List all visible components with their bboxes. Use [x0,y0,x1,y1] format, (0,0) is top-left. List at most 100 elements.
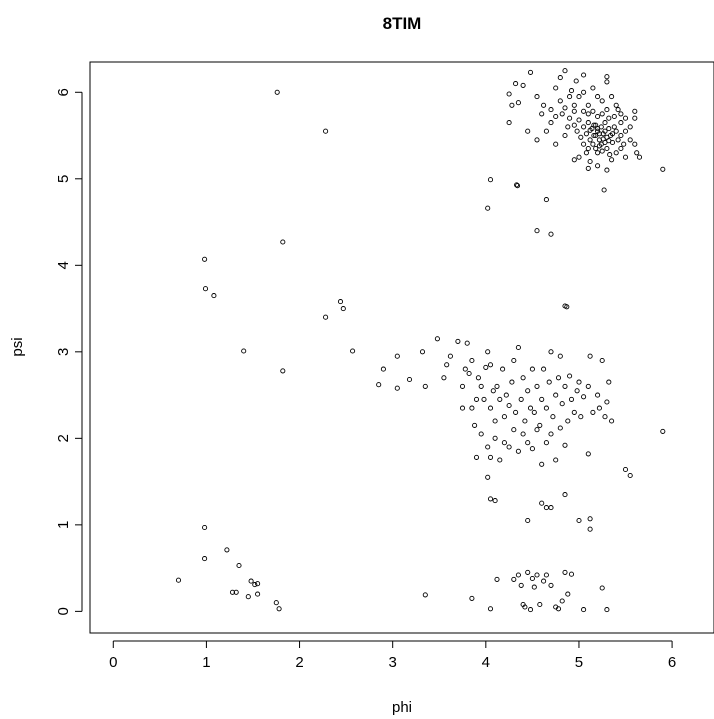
y-axis: 0 1 2 3 4 5 6 [55,88,83,616]
data-point [578,414,584,420]
data-point [444,362,450,368]
data-point [323,314,329,320]
data-point [527,69,534,75]
data-point [509,102,515,108]
data-point [447,353,453,359]
data-point [576,117,582,123]
data-point [598,141,604,147]
data-point [660,428,666,434]
data-point [548,120,554,126]
data-point [622,154,629,160]
data-point [340,306,346,312]
data-point [595,392,601,398]
data-point [553,141,559,147]
data-point [585,145,591,152]
data-point [548,231,554,237]
data-point [472,422,478,428]
data-point [497,396,503,402]
data-point [534,383,540,389]
data-point [531,584,537,590]
data-point [464,340,470,346]
data-point [462,366,468,372]
data-point [241,348,247,354]
data-point [434,336,440,342]
data-point [587,516,593,522]
data-point [604,167,610,173]
data-point [604,79,610,85]
data-point [599,111,605,117]
data-point [485,349,491,355]
data-point [591,122,597,128]
data-point [587,127,593,133]
data-point [543,572,549,578]
data-point [595,94,601,100]
data-point [585,111,591,117]
data-point [567,373,573,379]
data-point [585,102,591,108]
data-point [515,448,521,454]
data-point [618,120,624,126]
data-point [539,461,545,467]
data-point [609,157,615,163]
data-point [511,576,517,582]
data-point [581,607,587,613]
data-point [606,115,612,121]
data-point [534,137,540,143]
data-point [518,396,524,402]
x-axis: 0 1 2 3 4 5 6 [109,640,676,671]
data-point [541,578,547,584]
data-point [567,115,573,121]
data-point [459,383,466,389]
data-point [236,562,242,569]
data-point [548,505,554,511]
data-point [548,107,554,113]
x-tick-label: 1 [202,654,210,671]
data-point [500,366,506,372]
data-point [607,152,613,158]
data-point [525,388,531,394]
data-point [492,498,498,504]
data-point [511,427,517,433]
data-point [487,454,494,460]
data-point [581,72,587,78]
data-point [276,606,282,612]
data-point [632,108,638,114]
data-point [525,517,531,524]
data-point [202,286,209,292]
data-point [602,414,608,420]
data-point [422,592,428,598]
data-point [406,376,413,383]
data-point [503,392,509,398]
data-point [627,472,633,479]
data-point [515,572,521,578]
data-point [487,606,494,612]
y-tick-label: 5 [55,175,72,183]
data-point [587,353,593,359]
data-point [593,145,599,152]
data-point [514,182,520,188]
data-point [581,108,587,114]
data-point [585,120,591,126]
data-point [602,128,608,134]
data-point [559,401,565,407]
data-point [394,353,400,359]
data-point [537,601,543,608]
data-point [202,556,208,562]
data-point [568,571,575,577]
data-point [632,115,638,121]
data-point [562,68,568,74]
data-point [613,102,619,108]
data-point [565,124,571,130]
data-point [595,163,601,169]
data-point [576,154,582,160]
data-point [567,94,573,100]
x-tick-label: 5 [575,654,583,671]
data-point [613,150,619,156]
data-point [506,444,512,450]
data-point [350,348,356,354]
data-point [615,107,621,113]
data-point [553,113,559,120]
data-point [596,131,602,137]
data-point [581,124,587,130]
data-point [574,128,580,134]
